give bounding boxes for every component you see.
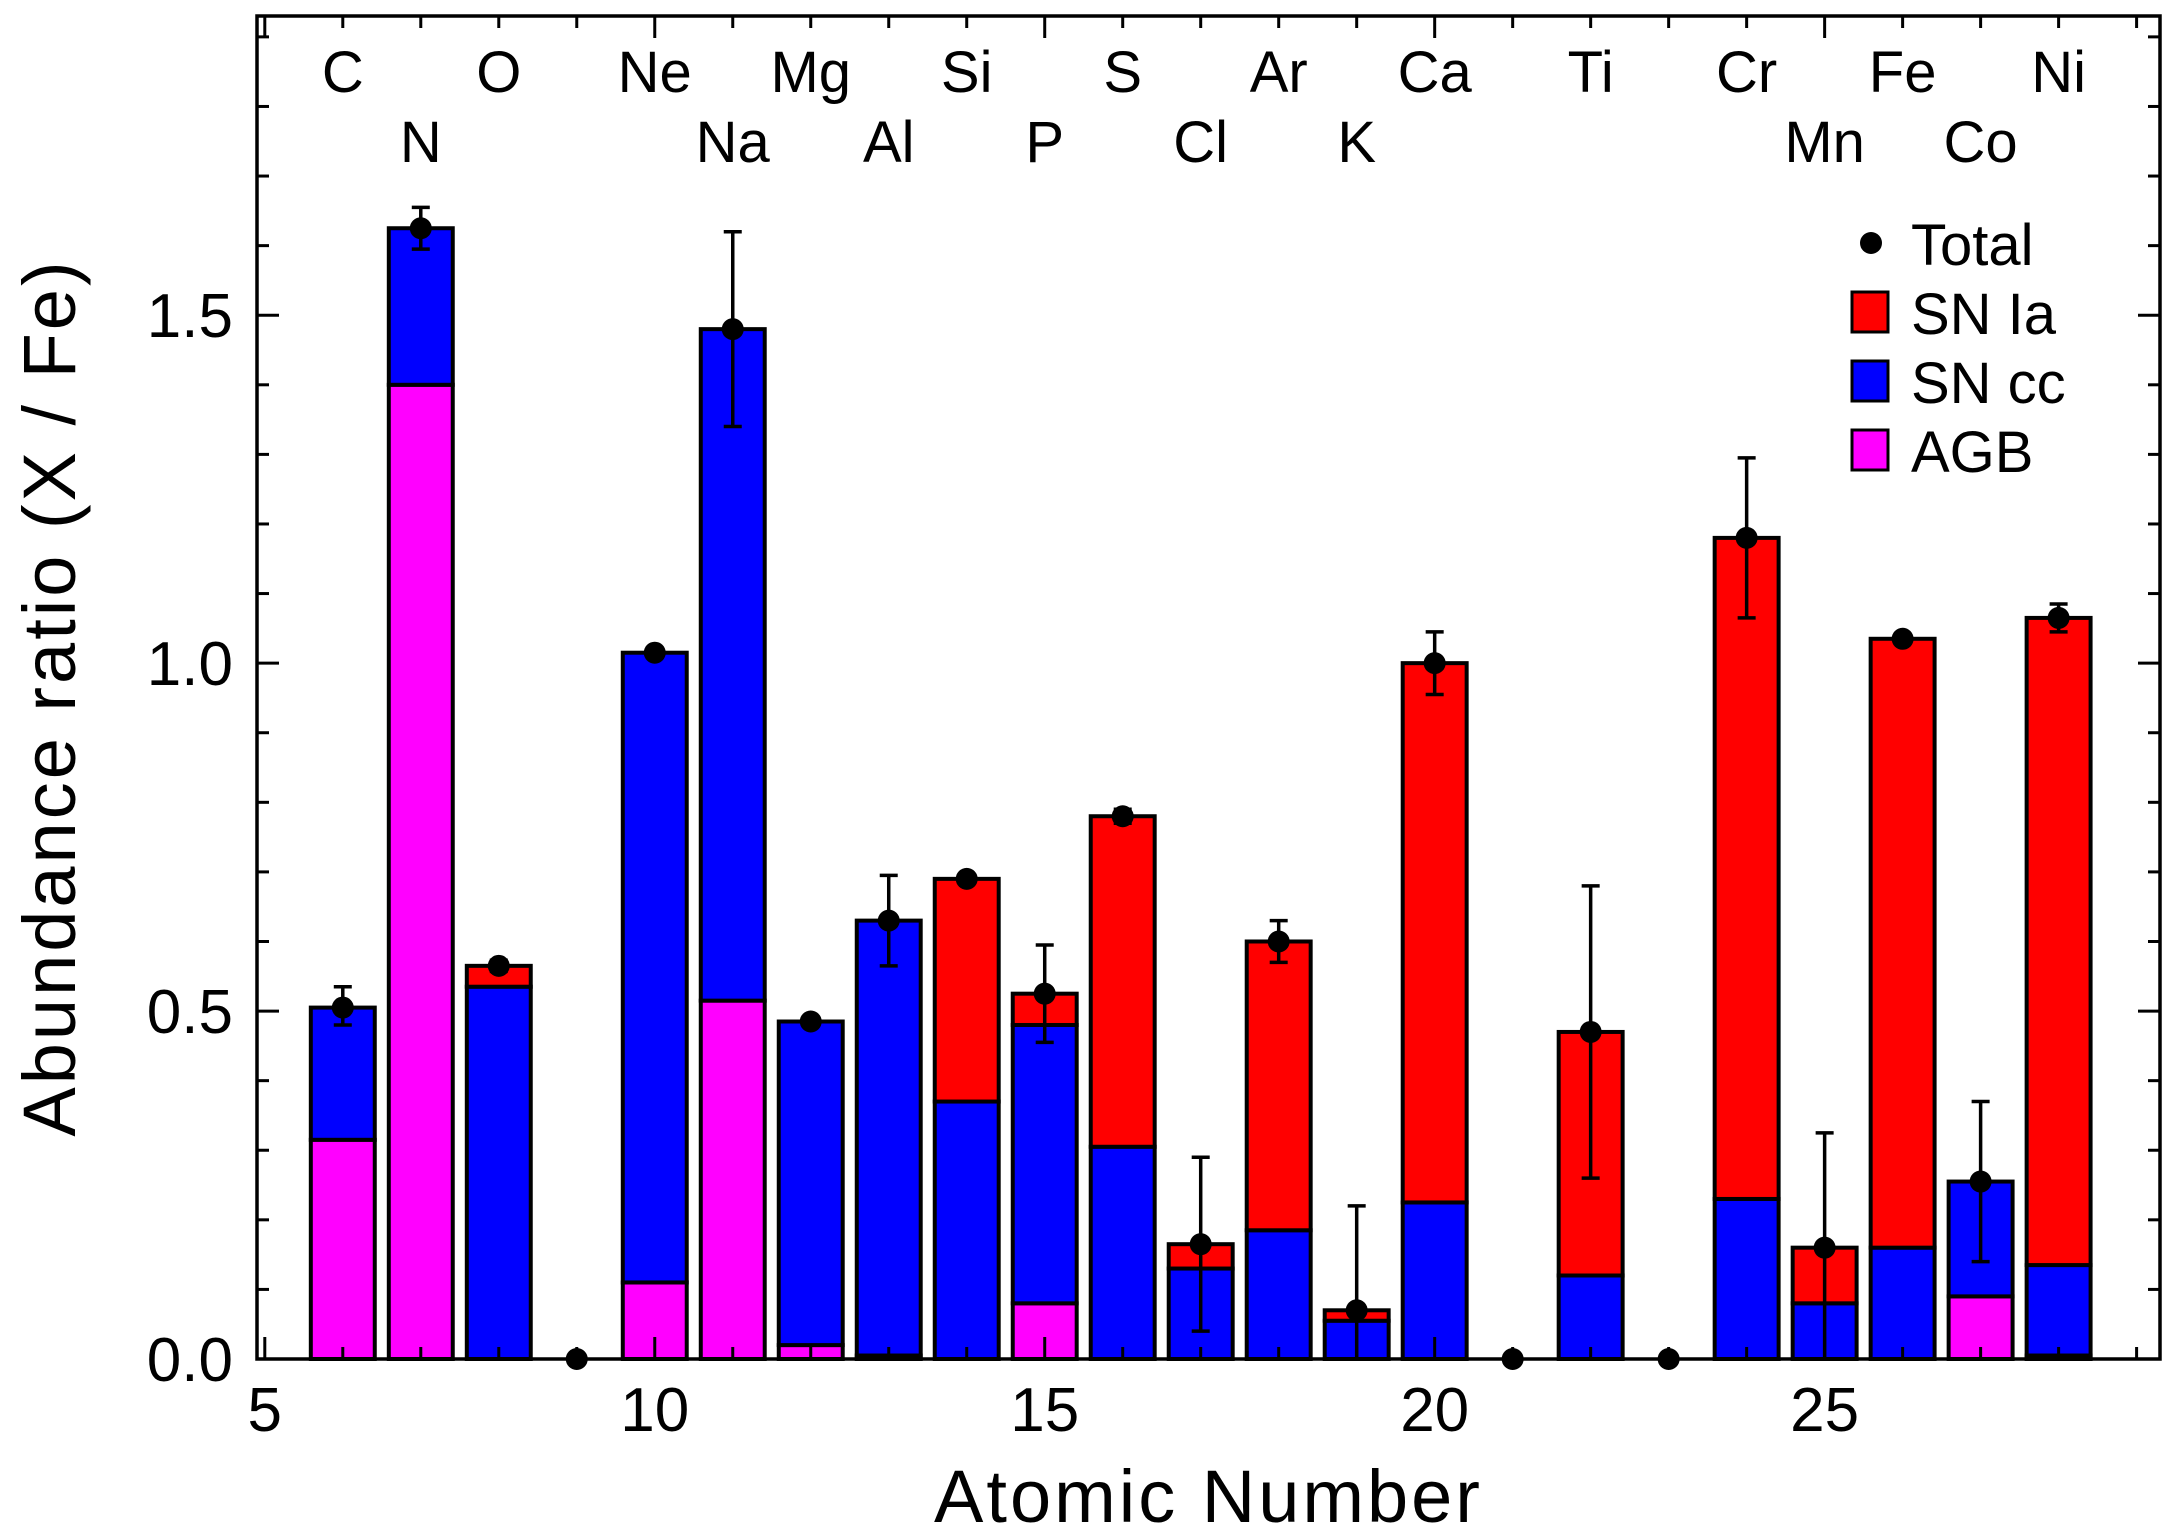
bar-segment-sncc-z20 bbox=[1400, 1200, 1469, 1361]
axes-layer: 5 10 15 20 25 0.0 0.5 1.0 1.5 bbox=[147, 14, 2162, 1445]
bar-segment-sncc-z6 bbox=[308, 1005, 377, 1142]
legend-label-total: Total bbox=[1911, 213, 2034, 278]
x-tick-label-10: 10 bbox=[620, 1376, 689, 1445]
error-bars-layer bbox=[331, 205, 2070, 1370]
x-axis-title: Atomic Number bbox=[934, 1455, 1483, 1537]
total-point-z25 bbox=[1813, 1236, 1836, 1259]
bar-segment-sncc-z16 bbox=[1088, 1144, 1157, 1362]
total-point-z20 bbox=[1423, 652, 1446, 675]
element-label-Ni: Ni bbox=[2031, 40, 2086, 105]
bar-segment-snia-z26 bbox=[1868, 636, 1937, 1250]
element-label-Mg: Mg bbox=[770, 40, 851, 105]
element-label-Cl: Cl bbox=[1173, 110, 1228, 175]
element-label-Si: Si bbox=[941, 40, 993, 105]
bar-segment-snia-z24 bbox=[1712, 535, 1781, 1201]
element-label-Co: Co bbox=[1944, 110, 2018, 175]
element-label-C: C bbox=[322, 40, 364, 105]
total-point-z14 bbox=[955, 867, 978, 890]
bar-segment-agb-z11 bbox=[698, 998, 767, 1361]
bar-segment-snia-z20 bbox=[1400, 661, 1469, 1205]
element-label-N: N bbox=[400, 110, 442, 175]
bar-segment-sncc-z12 bbox=[776, 1019, 845, 1348]
total-point-z19 bbox=[1345, 1299, 1368, 1322]
bar-segment-sncc-z18 bbox=[1244, 1228, 1313, 1361]
total-point-z18 bbox=[1267, 930, 1290, 953]
legend-marker-snia bbox=[1850, 290, 1890, 334]
y-tick-label-2: 1.0 bbox=[147, 630, 233, 699]
total-point-z6 bbox=[331, 996, 354, 1019]
element-label-Fe: Fe bbox=[1869, 40, 1937, 105]
x-tick-label-20: 20 bbox=[1400, 1376, 1469, 1445]
y-tick-label-3: 1.5 bbox=[147, 282, 233, 351]
element-label-P: P bbox=[1025, 110, 1064, 175]
bar-segment-sncc-z8 bbox=[464, 984, 533, 1361]
bar-segment-sncc-z26 bbox=[1868, 1245, 1937, 1361]
total-point-z7 bbox=[409, 217, 432, 240]
total-point-z11 bbox=[721, 318, 744, 341]
bar-segment-sncc-z11 bbox=[698, 327, 767, 1003]
bar-segment-sncc-z13 bbox=[854, 918, 923, 1358]
total-point-z10 bbox=[643, 641, 666, 664]
legend-label-sncc: SN cc bbox=[1911, 351, 2066, 416]
bar-segment-agb-z7 bbox=[386, 382, 455, 1361]
y-tick-label-1: 0.5 bbox=[147, 978, 233, 1047]
total-point-z8 bbox=[487, 954, 510, 977]
total-point-z22 bbox=[1579, 1020, 1602, 1043]
bar-segment-snia-z28 bbox=[2024, 615, 2093, 1268]
x-tick-label-15: 15 bbox=[1010, 1376, 1079, 1445]
bar-segment-snia-z18 bbox=[1244, 939, 1313, 1233]
element-label-Ca: Ca bbox=[1398, 40, 1473, 105]
element-label-Ti: Ti bbox=[1568, 40, 1614, 105]
bar-segment-sncc-z24 bbox=[1712, 1196, 1781, 1361]
total-point-z17 bbox=[1189, 1233, 1212, 1256]
bar-segment-agb-z6 bbox=[308, 1137, 377, 1361]
plot-frame bbox=[255, 14, 2162, 1361]
legend-marker-agb bbox=[1850, 428, 1890, 472]
bar-segment-sncc-z28 bbox=[2024, 1263, 2093, 1358]
bar-segment-snia-z16 bbox=[1088, 814, 1157, 1149]
total-point-z12 bbox=[799, 1010, 822, 1033]
total-point-z13 bbox=[877, 909, 900, 932]
element-label-Cr: Cr bbox=[1716, 40, 1777, 105]
x-tick-label-5: 5 bbox=[248, 1376, 282, 1445]
legend-marker-total bbox=[1860, 232, 1882, 254]
legend-marker-sncc bbox=[1850, 359, 1890, 403]
y-axis-title: Abundance ratio (X / Fe) bbox=[8, 258, 91, 1136]
element-label-O: O bbox=[476, 40, 521, 105]
element-label-Al: Al bbox=[863, 110, 915, 175]
bar-segment-sncc-z10 bbox=[620, 650, 689, 1285]
element-label-Ar: Ar bbox=[1250, 40, 1308, 105]
total-point-z26 bbox=[1891, 627, 1914, 650]
element-label-Mn: Mn bbox=[1784, 110, 1865, 175]
bar-segment-sncc-z15 bbox=[1010, 1022, 1079, 1306]
bar-segment-snia-z14 bbox=[932, 876, 1001, 1104]
element-label-K: K bbox=[1337, 110, 1376, 175]
total-point-z24 bbox=[1735, 526, 1758, 549]
total-point-z16 bbox=[1111, 805, 1134, 828]
total-point-z28 bbox=[2047, 606, 2070, 629]
element-label-S: S bbox=[1103, 40, 1142, 105]
bar-segment-sncc-z7 bbox=[386, 226, 455, 387]
total-point-z15 bbox=[1033, 982, 1056, 1005]
y-tick-label-0: 0.0 bbox=[147, 1326, 233, 1395]
x-tick-label-25: 25 bbox=[1790, 1376, 1859, 1445]
legend-label-snia: SN Ia bbox=[1911, 282, 2057, 347]
total-point-z27 bbox=[1969, 1170, 1992, 1193]
element-label-Na: Na bbox=[696, 110, 771, 175]
legend-label-agb: AGB bbox=[1911, 420, 2034, 485]
bar-segment-sncc-z14 bbox=[932, 1099, 1001, 1361]
element-label-Ne: Ne bbox=[618, 40, 692, 105]
bar-segment-sncc-z22 bbox=[1556, 1273, 1625, 1362]
